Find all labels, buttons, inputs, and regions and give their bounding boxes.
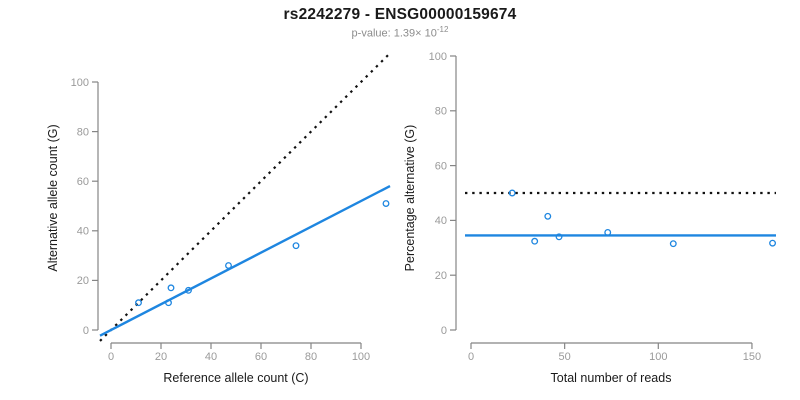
x-tick-label: 150 — [743, 351, 761, 363]
data-point — [382, 200, 390, 207]
data-point — [135, 299, 142, 307]
data-point — [225, 262, 232, 269]
x-tick-label: 50 — [559, 351, 571, 363]
x-tick-label: 0 — [468, 351, 474, 363]
fit-line — [99, 185, 391, 337]
x-tick-label: 20 — [155, 351, 167, 363]
x-axis-title: Reference allele count (C) — [163, 371, 308, 385]
data-point — [544, 212, 552, 220]
data-point — [769, 239, 777, 247]
data-point — [508, 189, 516, 197]
data-point — [292, 242, 300, 250]
x-tick-label: 100 — [649, 351, 667, 363]
data-point — [555, 233, 563, 241]
y-tick-label: 60 — [77, 176, 89, 188]
x-tick-label: 0 — [108, 351, 114, 363]
y-tick-label: 40 — [77, 226, 89, 238]
y-tick-label: 0 — [441, 325, 447, 337]
data-point — [167, 284, 175, 292]
data-point — [669, 240, 677, 248]
figure-title: rs2242279 - ENSG00000159674 — [283, 6, 517, 23]
y-tick-label: 100 — [429, 51, 447, 63]
y-tick-label: 40 — [435, 215, 447, 227]
identity-dotted-line — [99, 54, 389, 342]
y-tick-label: 60 — [435, 160, 447, 172]
pvalue-subtitle: p-value: 1.39× 10-12 — [0, 25, 800, 40]
y-tick-label: 0 — [83, 325, 89, 337]
data-point — [531, 237, 539, 245]
data-point — [185, 286, 192, 294]
x-axis-title: Total number of reads — [551, 371, 672, 385]
y-tick-label: 20 — [77, 275, 89, 287]
y-tick-label: 80 — [435, 106, 447, 118]
pvalue-exponent: -12 — [436, 25, 449, 34]
x-tick-label: 80 — [305, 351, 317, 363]
x-tick-label: 60 — [255, 351, 267, 363]
x-tick-label: 100 — [352, 351, 370, 363]
x-tick-label: 40 — [205, 351, 217, 363]
y-tick-label: 80 — [77, 126, 89, 138]
y-tick-label: 20 — [435, 270, 447, 282]
y-axis-title: Percentage alternative (G) — [403, 125, 417, 272]
y-tick-label: 100 — [71, 77, 89, 89]
data-point — [165, 299, 172, 307]
y-axis-title: Alternative allele count (G) — [46, 124, 60, 271]
data-point — [604, 229, 612, 236]
pvalue-text: p-value: 1.39× 10 — [351, 27, 437, 40]
